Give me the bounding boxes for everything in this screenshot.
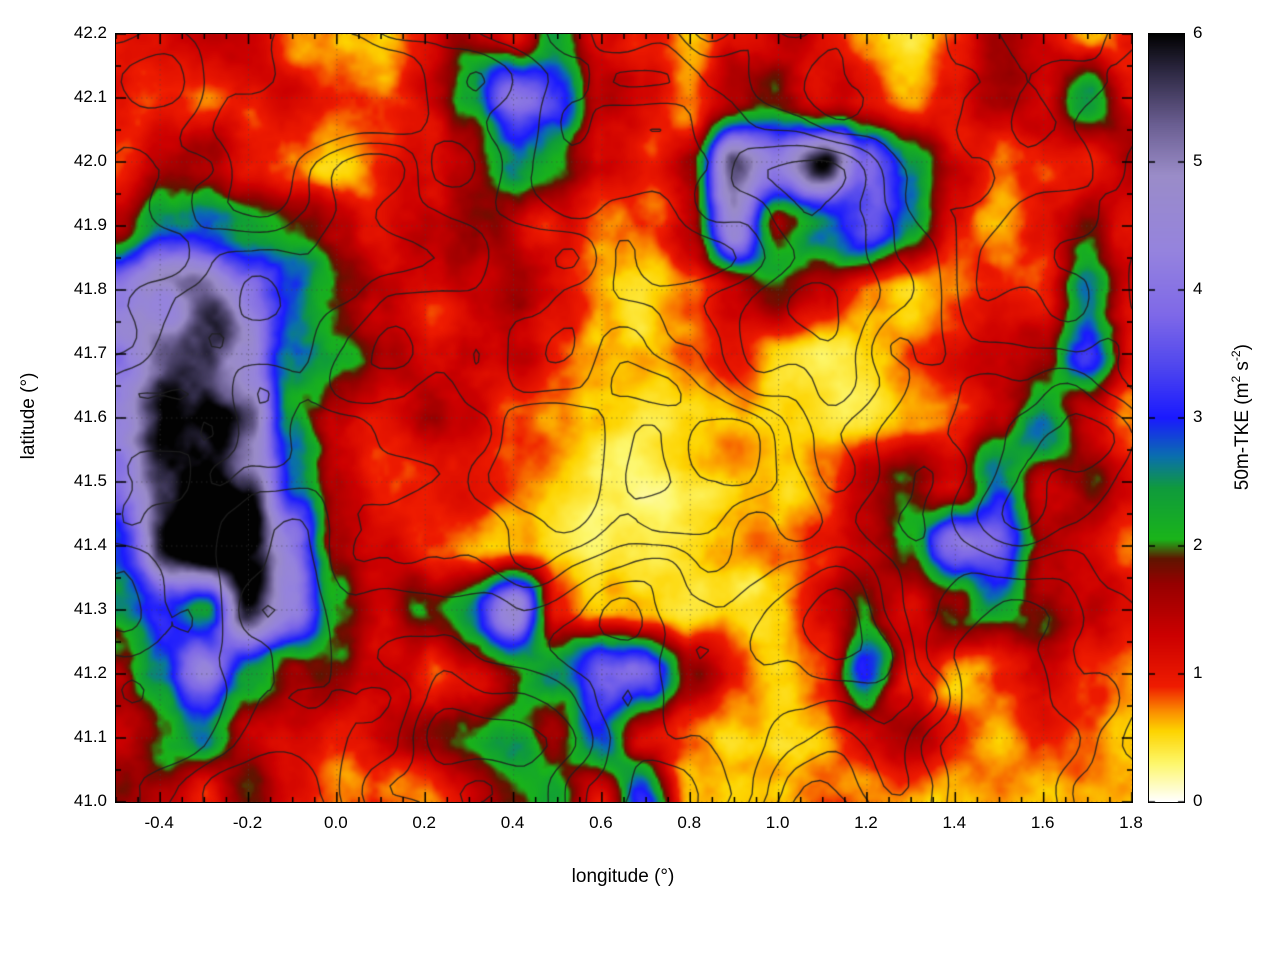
- x-tick-label: 1.8: [1119, 813, 1143, 832]
- colorbar-tick-label: 5: [1193, 151, 1203, 170]
- y-tick-label: 41.8: [73, 279, 107, 298]
- y-tick-label: 41.0: [73, 791, 107, 810]
- y-tick-label: 41.1: [73, 727, 107, 746]
- y-tick-label: 41.7: [73, 343, 107, 362]
- x-axis-label: longitude (°): [571, 866, 675, 887]
- x-tick-label: 0.4: [500, 813, 525, 832]
- x-tick-label: -0.2: [232, 813, 263, 832]
- y-tick-label: 42.1: [73, 87, 107, 106]
- x-tick-label: 1.4: [942, 813, 967, 832]
- y-tick-label: 41.4: [73, 535, 107, 554]
- colorbar-canvas: [1149, 34, 1184, 802]
- y-tick-label: 41.5: [73, 471, 107, 490]
- colorbar-frame: [1148, 33, 1185, 803]
- colorbar-label: 50m-TKE (m2 s-2): [1228, 267, 1254, 567]
- colorbar-tick-label: 1: [1193, 663, 1203, 682]
- x-tick-label: 0.2: [412, 813, 437, 832]
- y-tick-label: 41.6: [73, 407, 107, 426]
- x-tick-label: -0.4: [144, 813, 174, 832]
- plot-frame: [115, 33, 1133, 803]
- x-tick-label: 1.2: [854, 813, 878, 832]
- colorbar-tick-label: 6: [1193, 23, 1203, 42]
- y-tick-label: 41.2: [73, 663, 107, 682]
- colorbar-label-superscript: -2: [1228, 350, 1243, 362]
- y-tick-label: 42.0: [73, 151, 107, 170]
- y-tick-label: 41.9: [73, 215, 107, 234]
- x-tick-label: 0.0: [324, 813, 348, 832]
- colorbar-tick-label: 3: [1193, 407, 1203, 426]
- x-tick-label: 1.6: [1030, 813, 1055, 832]
- colorbar-label-text: s: [1232, 361, 1254, 376]
- x-tick-label: 1.0: [765, 813, 790, 832]
- y-tick-label: 42.2: [73, 23, 107, 42]
- colorbar-tick-label: 4: [1193, 279, 1203, 298]
- colorbar-label-superscript: 2: [1228, 375, 1243, 383]
- colorbar-tick-label: 0: [1193, 791, 1203, 810]
- x-tick-label: 0.8: [677, 813, 702, 832]
- heatmap-canvas: [116, 34, 1132, 802]
- colorbar-tick-label: 2: [1193, 535, 1203, 554]
- x-tick-label: 0.6: [589, 813, 613, 832]
- y-tick-label: 41.3: [73, 599, 107, 618]
- colorbar-label-text: 50m-TKE (m: [1232, 382, 1254, 491]
